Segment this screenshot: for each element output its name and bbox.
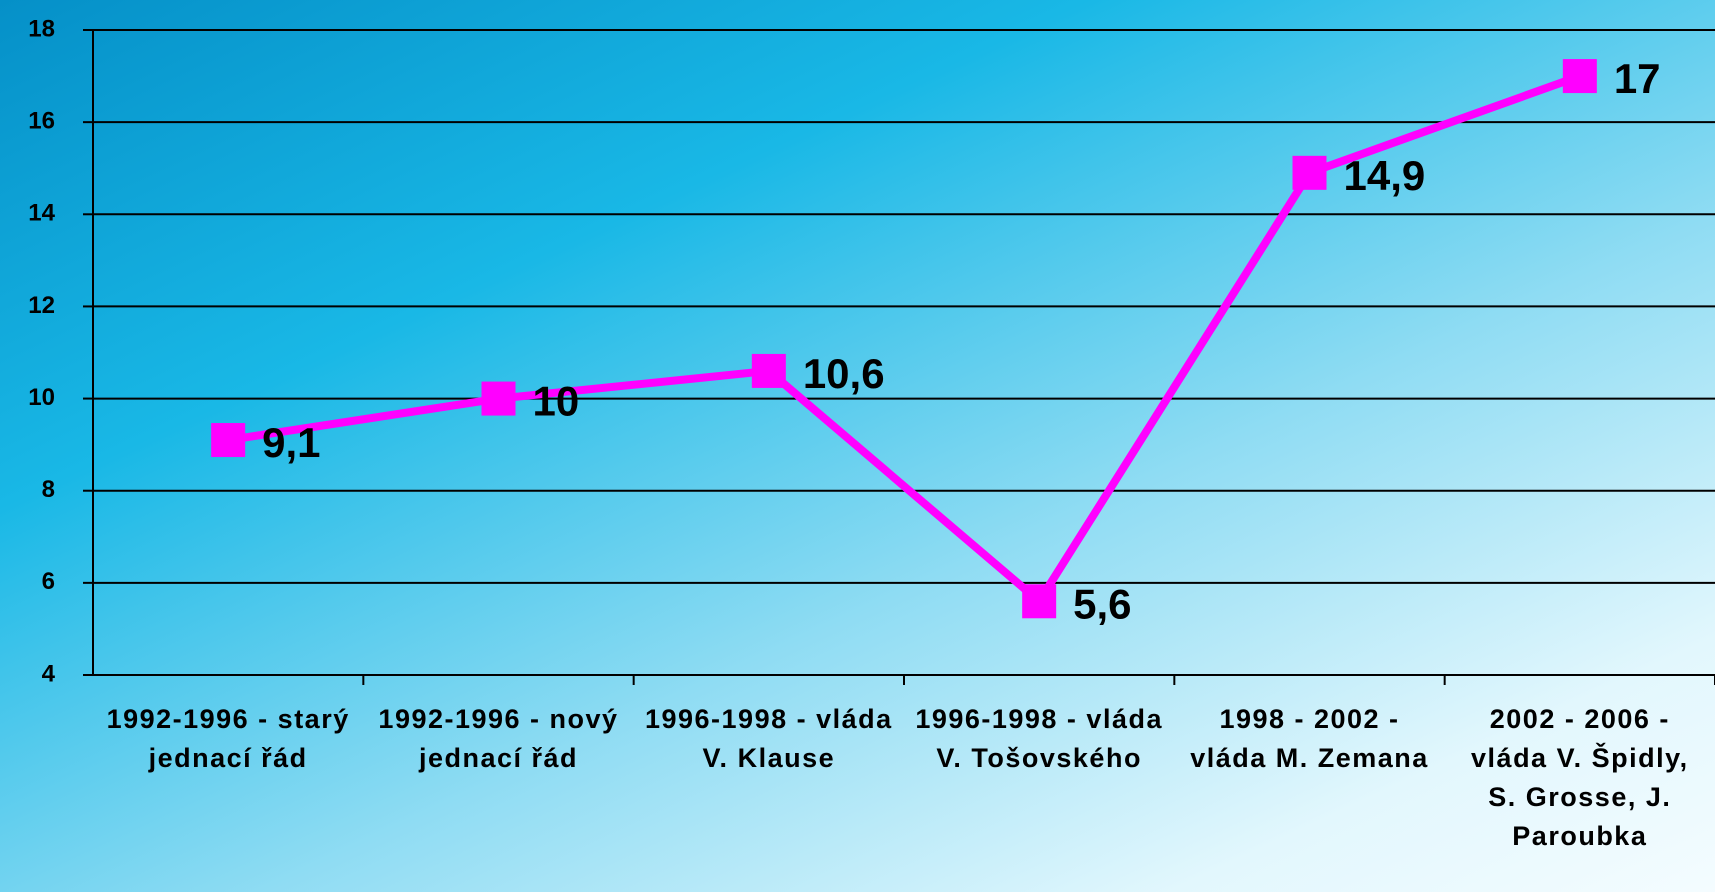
x-tick-label: 2002 - 2006 - vláda V. Špidly, S. Grosse… bbox=[1471, 704, 1689, 851]
y-tick-label: 6 bbox=[42, 568, 55, 595]
marker bbox=[211, 423, 246, 458]
y-tick-label: 18 bbox=[28, 15, 55, 42]
data-label: 14,9 bbox=[1344, 152, 1426, 199]
y-tick-label: 8 bbox=[42, 476, 55, 503]
y-tick-label: 12 bbox=[28, 292, 55, 319]
y-tick-label: 10 bbox=[28, 384, 55, 411]
data-label: 9,1 bbox=[262, 419, 320, 466]
data-label: 5,6 bbox=[1073, 580, 1131, 627]
marker bbox=[481, 381, 516, 416]
data-label: 10 bbox=[533, 378, 580, 425]
y-tick-label: 14 bbox=[28, 200, 55, 227]
x-tick-label: 1992-1996 - starý jednací řád bbox=[106, 704, 350, 773]
marker bbox=[1022, 584, 1057, 619]
marker bbox=[751, 353, 786, 388]
y-tick-label: 4 bbox=[42, 660, 56, 687]
marker bbox=[1292, 155, 1327, 190]
x-tick-label: 1996-1998 - vláda V. Tošovského bbox=[915, 704, 1163, 773]
y-tick-label: 16 bbox=[28, 107, 55, 134]
x-tick-label: 1996-1998 - vláda V. Klause bbox=[644, 704, 893, 773]
marker bbox=[1562, 59, 1597, 94]
line bbox=[227, 72, 1582, 608]
data-label: 17 bbox=[1614, 55, 1661, 102]
x-tick-label: 1998 - 2002 - vláda M. Zemana bbox=[1190, 704, 1429, 773]
x-tick-label: 1992-1996 - nový jednací řád bbox=[378, 704, 619, 773]
data-label: 10,6 bbox=[803, 350, 885, 397]
